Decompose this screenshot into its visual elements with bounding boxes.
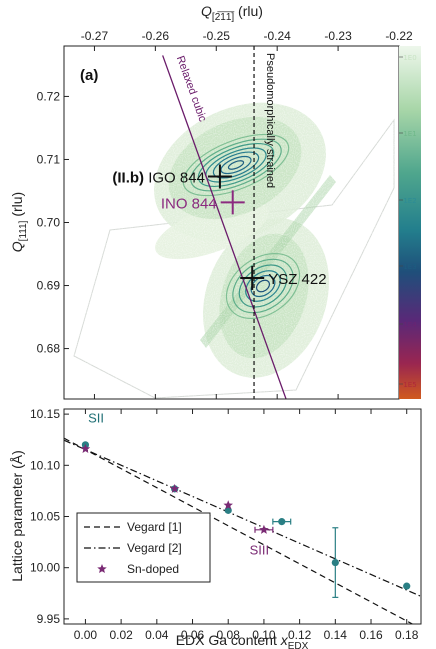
peak-marker [240,265,265,290]
lattice-x-tick-label: 0.16 [359,628,383,642]
colorbar: 1E0 1E1 1E2 1E3 1E4 1E5 [399,46,421,399]
panel-label: (a) [80,67,98,84]
legend-entry-label: Vegard [2] [127,541,182,555]
relaxed-cubic-line [162,55,287,399]
rsm-x-tick-label: -0.23 [324,29,352,43]
sn-doped-data-point [259,524,269,534]
lattice-data-point [403,582,411,590]
vegard-1-line [64,437,414,624]
rsm-intensity-map [64,46,399,399]
legend-entry-label: Vegard [1] [127,520,182,534]
lattice-x-tick-label: 0.10 [252,628,276,642]
rsm-y-tick-label: 0.69 [37,279,61,293]
sn-doped-data-point [169,483,180,493]
lattice-x-tick-label: 0.02 [109,628,133,642]
lattice-x-tick-label: 0.00 [74,628,98,642]
rsm-diffuse-clouds [64,46,399,399]
lattice-y-tick-label: 10.00 [30,561,60,575]
colorbar-tick-label: 1E1 [403,130,416,138]
lattice-y-tick-label: 10.05 [30,510,60,524]
lattice-data-point [331,558,339,567]
rsm-panel: -0.27 -0.26 -0.25 -0.24 -0.23 -0.22 0.68 0.69 0.… [9,3,413,400]
rsm-x-tick-label: -0.25 [203,29,231,43]
lattice-parameter-panel: 0.00 0.02 0.04 0.06 0.08 0.10 0.12 0.14 0.16 0.18… [9,407,422,649]
colorbar-tick-label: 1E2 [403,197,416,205]
peak-marker [207,164,232,189]
lattice-y-tick-label: 10.15 [30,407,60,421]
lattice-x-axis-label: EDX Ga content xEDX [176,632,309,649]
sn-doped-data-point [80,443,91,453]
lattice-x-tick-label: 0.06 [181,628,205,642]
colorbar-tick-label: 1E5 [403,381,416,389]
rsm-x-tick-label: -0.24 [264,29,292,43]
igo-peak-label: (II.b) IGO 844 [112,169,205,186]
ysz-peak-label: YSZ 422 [268,271,326,288]
rsm-y-tick-label: 0.72 [37,89,61,103]
rsm-x-tick-label: -0.22 [385,29,413,43]
rsm-x-tick-label: -0.26 [142,29,170,43]
rsm-x-axis-label: Q[2̅1̅1̅] (rlu) [201,3,263,23]
rsm-y-tick-label: 0.71 [37,152,61,166]
lattice-x-tick-label: 0.14 [324,628,348,642]
sn-doped-data-point [223,500,233,510]
lattice-x-tick-label: 0.04 [145,628,169,642]
rsm-y-tick-label: 0.70 [37,216,61,230]
colorbar-tick-label: 1E0 [403,54,416,62]
sii-annotation: SII [88,410,104,425]
legend-swatch-sn-doped [97,564,107,574]
ino-peak-label: INO 844 [161,195,217,212]
colorbar-tick-label: 1E4 [403,321,417,329]
pseudomorphic-label: Pseudomorphically strained [264,53,276,188]
siii-annotation: SIII [250,542,270,557]
rsm-y-axis-label: Q[111] (rlu) [9,192,29,252]
legend-entry-label: Sn-doped [127,562,179,576]
lattice-y-tick-label: 9.95 [37,612,61,626]
lattice-y-axis-label: Lattice parameter (Å) [9,450,25,582]
peak-marker [220,190,245,215]
lattice-x-tick-label: 0.18 [395,628,419,642]
lattice-y-tick-label: 10.10 [30,458,60,472]
lattice-x-tick-label: 0.12 [288,628,312,642]
colorbar-tick-label: 1E3 [403,263,416,271]
lattice-x-tick-label: 0.08 [217,628,241,642]
rsm-x-tick-label: -0.27 [81,29,109,43]
vegard-2-line [64,439,421,597]
rsm-y-tick-label: 0.68 [37,342,61,356]
colorbar-gradient [399,46,421,399]
lattice-data-point [278,518,286,526]
